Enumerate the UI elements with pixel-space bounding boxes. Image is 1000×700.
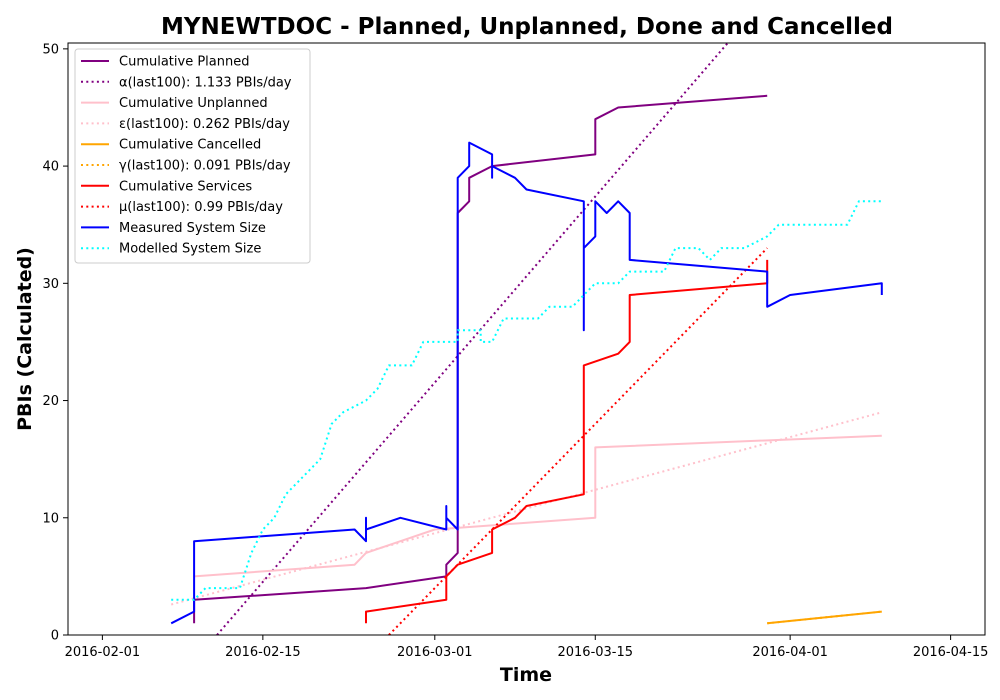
x-tick-label-0: 2016-02-01 — [65, 645, 141, 660]
series-line-1 — [216, 43, 730, 635]
x-tick-label-2: 2016-03-01 — [397, 645, 473, 660]
legend-box — [74, 48, 311, 264]
series-line-2 — [194, 434, 882, 578]
chart-title: MYNEWTDOC - Planned, Unplanned, Done and… — [161, 14, 893, 40]
series-line-9 — [171, 200, 882, 601]
series-line-7 — [388, 247, 768, 635]
legend-entry-9: Modelled System Size — [119, 242, 261, 257]
legend-entry-8: Measured System Size — [119, 221, 266, 236]
plot-frame — [67, 42, 986, 636]
y-tick-label-4: 40 — [42, 160, 59, 175]
y-tick-label-0: 0 — [51, 629, 59, 644]
legend: Cumulative Planned α(last100): 1.133 PBIs… — [74, 48, 311, 264]
plot-lines — [170, 43, 883, 635]
x-tick-label-5: 2016-04-15 — [913, 645, 989, 660]
x-tick-label-3: 2016-03-15 — [557, 645, 633, 660]
y-axis-label: PBIs (Calculated) — [14, 247, 36, 431]
x-axis-ticks: 2016-02-01 2016-02-15 2016-03-01 2016-03-15… — [65, 635, 989, 660]
legend-entry-1: α(last100): 1.133 PBIs/day — [119, 75, 292, 90]
legend-entry-4: Cumulative Cancelled — [119, 138, 261, 153]
series-line-3 — [170, 411, 883, 606]
legend-entry-0: Cumulative Planned — [119, 55, 249, 70]
y-axis-ticks: 0 10 20 30 40 50 — [42, 42, 68, 644]
x-axis-label: Time — [500, 664, 552, 686]
series-line-6 — [365, 259, 769, 624]
y-tick-label-5: 50 — [42, 42, 59, 57]
series-line-5 — [767, 610, 882, 625]
y-tick-label-2: 20 — [42, 394, 59, 409]
x-tick-label-1: 2016-02-15 — [225, 645, 301, 660]
x-tick-label-4: 2016-04-01 — [752, 645, 828, 660]
legend-entry-7: μ(last100): 0.99 PBIs/day — [119, 200, 283, 215]
y-tick-label-3: 30 — [42, 277, 59, 292]
legend-entry-2: Cumulative Unplanned — [119, 96, 268, 111]
legend-entry-3: ε(last100): 0.262 PBIs/day — [119, 117, 290, 132]
y-tick-label-1: 10 — [42, 511, 59, 526]
legend-entry-6: Cumulative Services — [119, 179, 252, 194]
series-line-8 — [170, 141, 883, 625]
legend-entry-5: γ(last100): 0.091 PBIs/day — [119, 159, 291, 174]
